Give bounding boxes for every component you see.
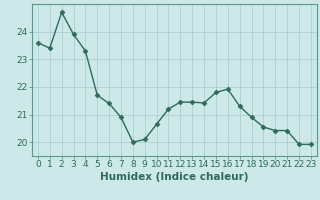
X-axis label: Humidex (Indice chaleur): Humidex (Indice chaleur) (100, 172, 249, 182)
